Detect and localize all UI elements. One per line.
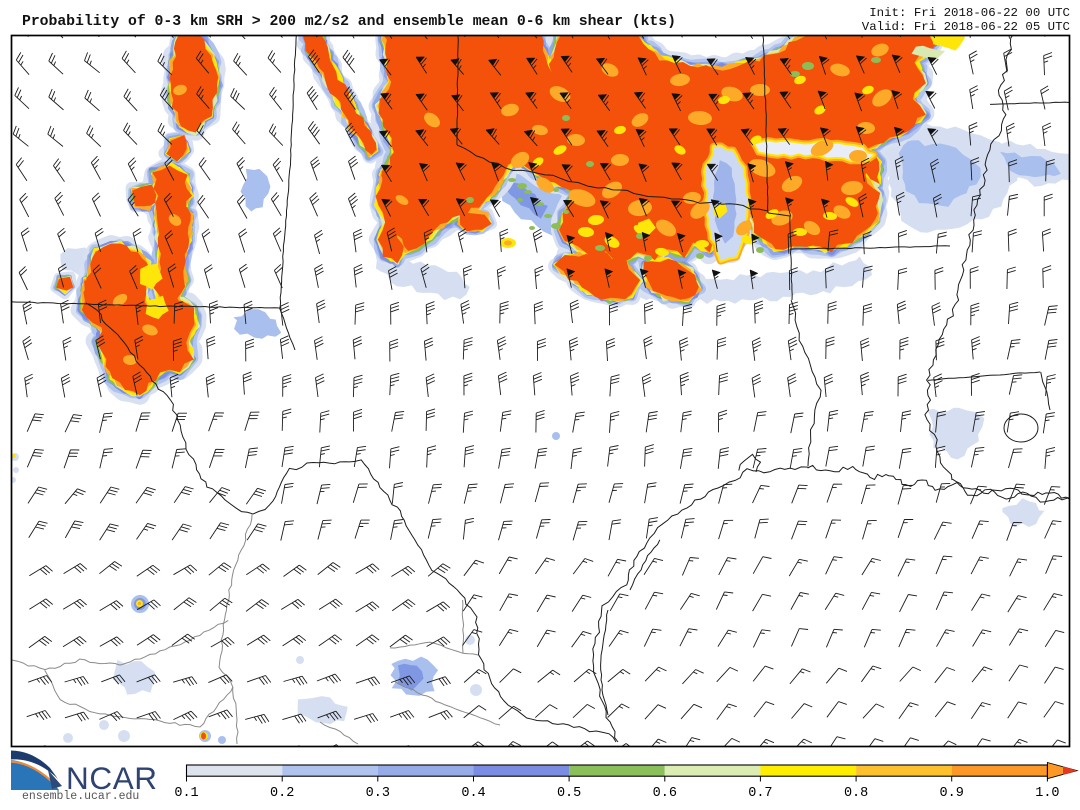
svg-text:0.4: 0.4 xyxy=(461,786,485,801)
svg-text:Init: Fri 2018-06-22 00 UTC: Init: Fri 2018-06-22 00 UTC xyxy=(869,6,1070,20)
svg-text:Valid: Fri 2018-06-22 05 UTC: Valid: Fri 2018-06-22 05 UTC xyxy=(862,20,1070,34)
svg-text:ensemble.ucar.edu: ensemble.ucar.edu xyxy=(22,790,139,803)
svg-text:0.9: 0.9 xyxy=(940,786,964,801)
svg-text:1.0: 1.0 xyxy=(1035,786,1059,801)
svg-text:0.6: 0.6 xyxy=(653,786,677,801)
svg-text:0.7: 0.7 xyxy=(748,786,772,801)
svg-text:0.1: 0.1 xyxy=(174,786,198,801)
svg-text:0.5: 0.5 xyxy=(557,786,581,801)
svg-text:NCAR: NCAR xyxy=(66,760,158,796)
svg-text:Probability of 0-3 km SRH > 20: Probability of 0-3 km SRH > 200 m2/s2 an… xyxy=(22,14,676,30)
svg-text:0.3: 0.3 xyxy=(366,786,390,801)
svg-text:0.2: 0.2 xyxy=(270,786,294,801)
svg-text:0.8: 0.8 xyxy=(844,786,868,801)
